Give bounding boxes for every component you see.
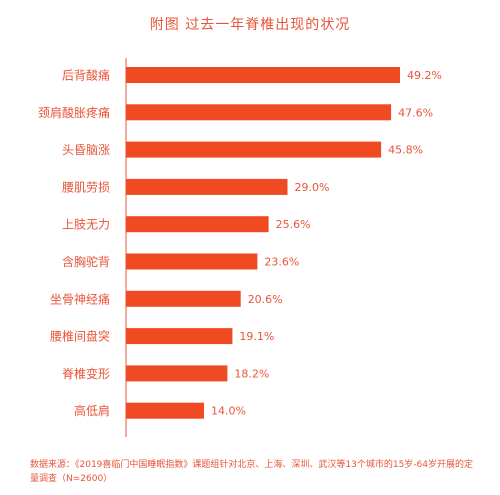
bar [126,253,258,270]
category-label: 含胸驼背 [62,254,110,269]
bar [126,178,288,195]
value-label: 20.6% [248,293,283,306]
value-label: 23.6% [264,256,299,269]
category-label: 颈肩酸胀疼痛 [38,105,110,120]
value-label: 19.1% [239,330,274,343]
bar [126,141,382,158]
category-label: 脊椎变形 [62,366,110,381]
value-label: 25.6% [276,218,311,231]
value-label: 14.0% [211,405,246,418]
value-label: 29.0% [295,181,330,194]
value-label: 49.2% [407,69,442,82]
chart-title: 附图 过去一年脊椎出现的状况 [149,17,351,33]
category-label: 高低肩 [74,403,110,418]
bar [126,402,204,419]
category-label: 腰肌劳损 [62,180,110,194]
category-label: 腰椎间盘突 [50,329,110,344]
bar [126,328,233,345]
category-label: 上肢无力 [62,217,110,232]
bar [126,365,228,382]
category-label: 后背酸痛 [62,68,110,83]
bar [126,290,241,307]
category-label: 坐骨神经痛 [50,291,110,306]
value-label: 45.8% [388,144,423,157]
source-note: 数据来源：《2019喜临门中国睡眠指数》课题组针对北京、上海、深圳、武汉等13个… [30,460,474,484]
value-label: 47.6% [398,106,433,119]
bars-group: 后背酸痛 49.2% 颈肩酸胀疼痛 47.6% 头昏脑涨 45.8% 腰肌劳损 29.0% 上肢… [38,67,442,419]
value-label: 18.2% [234,367,269,380]
bar [126,67,400,83]
bar [126,104,392,121]
category-label: 头昏脑涨 [62,142,110,157]
bar [126,216,269,233]
